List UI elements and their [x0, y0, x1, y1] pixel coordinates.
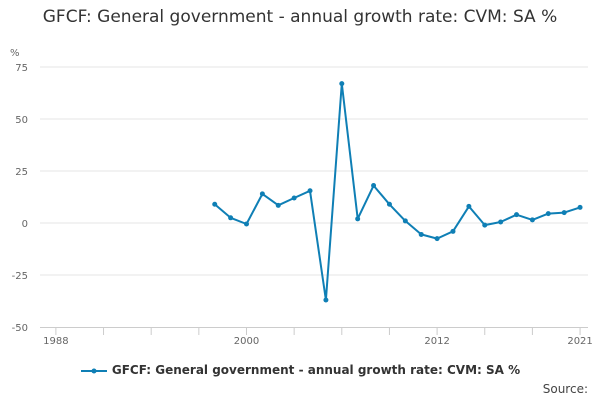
y-axis-labels: -50 -25 0 25 50 75	[12, 63, 28, 334]
legend: GFCF: General government - annual growth…	[0, 363, 600, 377]
data-point[interactable]	[482, 222, 488, 228]
x-tick-label: 2021	[567, 336, 592, 347]
data-point[interactable]	[402, 218, 408, 224]
data-point[interactable]	[275, 202, 281, 208]
data-point[interactable]	[243, 221, 249, 227]
data-point[interactable]	[339, 81, 345, 87]
y-tick-label: 25	[15, 167, 28, 178]
data-point[interactable]	[450, 228, 456, 234]
data-point[interactable]	[529, 217, 535, 223]
data-point[interactable]	[514, 212, 520, 218]
y-tick-label: 50	[15, 115, 28, 126]
data-point[interactable]	[498, 219, 504, 225]
data-point[interactable]	[259, 191, 265, 197]
series-line	[214, 82, 581, 301]
y-tick-label: -25	[12, 271, 28, 282]
y-tick-label: -50	[12, 323, 28, 334]
legend-swatch-icon	[80, 368, 107, 373]
data-point[interactable]	[212, 201, 218, 207]
data-point[interactable]	[545, 211, 551, 217]
x-tick-label: 2000	[234, 336, 259, 347]
x-axis	[40, 327, 588, 335]
data-point[interactable]	[418, 231, 424, 237]
data-point[interactable]	[355, 216, 361, 222]
data-point[interactable]	[561, 210, 567, 216]
data-point[interactable]	[291, 195, 297, 201]
x-axis-labels: 1988 2000 2012 2021	[43, 336, 593, 347]
data-point[interactable]	[466, 203, 472, 209]
grid-lines	[40, 66, 588, 276]
data-point[interactable]	[323, 297, 329, 303]
series-group	[212, 81, 583, 303]
data-point[interactable]	[371, 183, 377, 189]
x-tick-label: 1988	[43, 336, 68, 347]
source-label: Source:	[542, 382, 588, 396]
x-tick-label: 2012	[424, 336, 449, 347]
data-point[interactable]	[577, 204, 583, 210]
y-axis-title: %	[10, 48, 20, 59]
data-point[interactable]	[307, 188, 313, 194]
chart-title: GFCF: General government - annual growth…	[42, 7, 558, 27]
data-point[interactable]	[434, 236, 440, 242]
data-point[interactable]	[228, 215, 234, 221]
y-tick-label: 75	[15, 63, 28, 74]
legend-label: GFCF: General government - annual growth…	[111, 363, 521, 377]
y-tick-label: 0	[22, 219, 28, 230]
data-point[interactable]	[386, 201, 392, 207]
